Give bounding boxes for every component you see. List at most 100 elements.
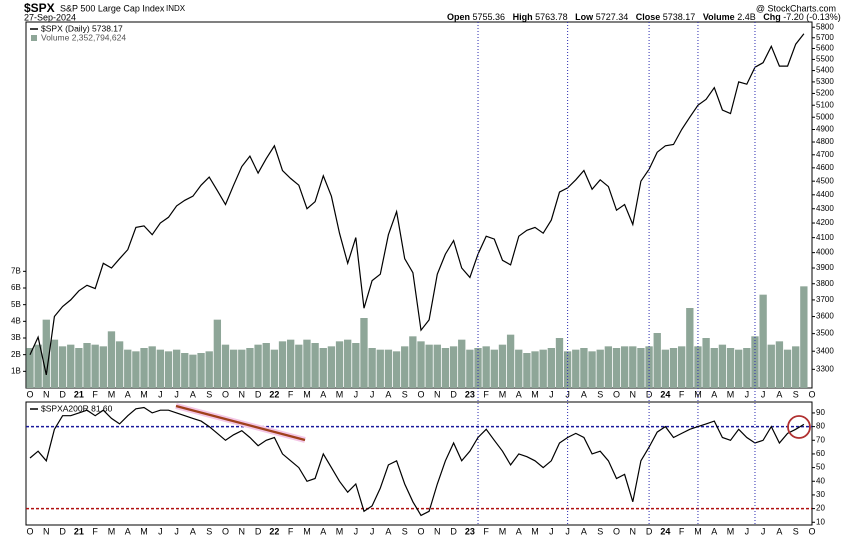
volume-bar (376, 349, 384, 388)
volume-bar (718, 344, 727, 388)
volume-bar (319, 348, 327, 388)
volume-bar (42, 319, 50, 388)
volume-bar (99, 346, 107, 388)
volume-bar (156, 349, 164, 388)
x-tick-label: A (581, 526, 587, 536)
index-name: S&P 500 Large Cap Index (60, 3, 165, 13)
x-tick-label: S (597, 389, 603, 399)
x-tick-label: F (483, 389, 489, 399)
x-tick-label: O (613, 389, 620, 399)
y-tick-label: 3600 (816, 312, 834, 321)
y-tick-label: 4000 (816, 248, 834, 257)
x-tick-label: 22 (269, 389, 279, 399)
x-tick-label: O (808, 389, 815, 399)
y-tick-label: 5400 (816, 66, 834, 75)
quote-value: 5763.78 (535, 12, 568, 22)
y-tick-label: 3400 (816, 346, 834, 355)
x-tick-label: D (59, 389, 66, 399)
y-tick-label: 4200 (816, 218, 834, 227)
y2-tick-label: 6B (11, 283, 21, 292)
volume-bar (783, 349, 792, 388)
x-tick-label: F (679, 389, 685, 399)
volume-bar (767, 344, 775, 388)
x-tick-label: N (434, 526, 441, 536)
y-tick-label: 90 (816, 408, 825, 417)
y-tick-label: 70 (816, 435, 825, 444)
volume-bar (433, 344, 441, 388)
price-line (29, 406, 805, 517)
volume-bar (287, 339, 295, 388)
x-tick-label: D (450, 526, 457, 536)
volume-bar (205, 351, 213, 388)
x-tick-label: D (59, 526, 66, 536)
volume-bar (637, 348, 645, 388)
x-tick-label: A (190, 389, 196, 399)
volume-bar (262, 343, 270, 388)
x-tick-label: 23 (465, 526, 475, 536)
volume-bar (189, 354, 197, 388)
volume-bar (246, 348, 254, 388)
x-tick-label: F (92, 389, 98, 399)
x-tick-label: S (793, 389, 799, 399)
volume-bar (148, 346, 156, 388)
x-tick-label: 22 (269, 526, 279, 536)
volume-bar (563, 351, 572, 388)
y-tick-label: 3500 (816, 329, 834, 338)
volume-bar (580, 348, 588, 388)
volume-bar (759, 294, 767, 388)
y-tick-label: 5000 (816, 112, 834, 121)
volume-bar (547, 348, 555, 388)
volume-bar (482, 346, 490, 388)
volume-bar (596, 349, 604, 388)
x-tick-label: N (239, 526, 246, 536)
volume-bar (539, 349, 547, 388)
volume-bar (702, 338, 710, 388)
x-tick-label: 23 (465, 389, 475, 399)
volume-bar (303, 339, 311, 388)
volume-bar (254, 344, 262, 388)
x-tick-label: M (303, 526, 311, 536)
volume-bar (335, 341, 344, 388)
y-tick-label: 5700 (816, 33, 834, 42)
exchange: INDX (166, 4, 186, 13)
y-tick-label: 5100 (816, 100, 834, 109)
quote-value: 5738.17 (663, 12, 696, 22)
volume-bar (181, 353, 189, 388)
volume-bar (604, 346, 613, 388)
x-tick-label: J (565, 526, 570, 536)
x-tick-label: A (385, 389, 391, 399)
y-tick-label: 4600 (816, 163, 834, 172)
volume-bar (34, 344, 42, 388)
source: @ StockCharts.com (756, 3, 836, 13)
y2-tick-label: 3B (11, 333, 21, 342)
volume-bar (392, 351, 401, 388)
quote-label: Low (575, 12, 594, 22)
x-tick-label: 21 (74, 389, 84, 399)
quote-label: Volume (703, 12, 735, 22)
volume-bar (678, 346, 686, 388)
y-tick-label: 50 (816, 463, 825, 472)
x-tick-label: J (370, 526, 375, 536)
volume-bar (91, 344, 99, 388)
volume-bar (620, 346, 629, 388)
y-tick-label: 4500 (816, 176, 834, 185)
volume-bar (751, 336, 759, 388)
volume-bar (792, 346, 800, 388)
x-tick-label: M (727, 526, 735, 536)
x-tick-label: F (679, 526, 685, 536)
x-tick-label: A (516, 526, 522, 536)
x-tick-label: N (434, 389, 441, 399)
y-tick-label: 30 (816, 490, 825, 499)
x-tick-label: N (630, 526, 637, 536)
volume-bar (531, 351, 539, 388)
volume-bar (213, 319, 222, 388)
volume-bar (140, 348, 148, 388)
x-tick-label: J (761, 389, 766, 399)
highlight-circle (787, 415, 811, 439)
volume-bar (417, 341, 425, 388)
x-tick-label: A (776, 526, 782, 536)
x-tick-label: O (613, 526, 620, 536)
volume-bar (449, 346, 458, 388)
breadth-panel (25, 401, 813, 526)
